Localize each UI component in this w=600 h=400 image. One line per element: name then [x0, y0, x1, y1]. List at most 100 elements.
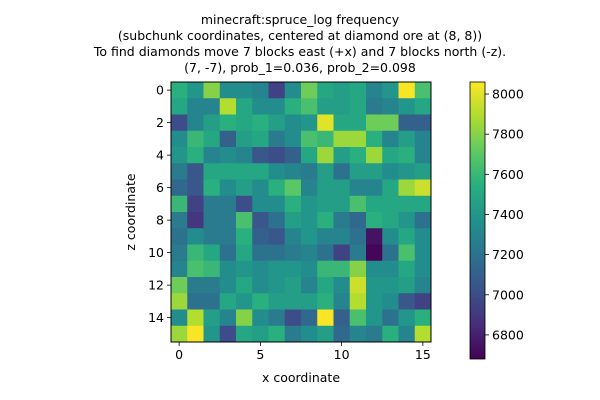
heatmap-cell	[382, 277, 399, 294]
heatmap-cell	[382, 228, 399, 245]
y-tick-label: 10	[148, 245, 164, 260]
title-line-1: minecraft:spruce_log frequency	[200, 12, 400, 27]
heatmap-cell	[398, 147, 416, 164]
heatmap-cell	[236, 228, 253, 245]
heatmap-cell	[301, 98, 318, 115]
heatmap-cell	[301, 325, 318, 343]
heatmap-cell	[268, 277, 286, 294]
heatmap-cell	[268, 98, 286, 115]
heatmap-cell	[203, 163, 221, 180]
heatmap-cell	[366, 277, 383, 294]
heatmap-cell	[171, 163, 188, 180]
heatmap-cell	[398, 260, 416, 278]
x-tick-label: 5	[256, 347, 264, 362]
heatmap-cell	[317, 293, 334, 310]
heatmap-cell	[349, 130, 367, 148]
y-tick-label: 8	[156, 213, 164, 228]
y-tick-label: 14	[148, 310, 164, 325]
heatmap-cell	[236, 114, 253, 132]
heatmap-cell	[268, 114, 286, 132]
heatmap-cell	[349, 293, 367, 310]
heatmap-cell	[414, 309, 432, 327]
heatmap-cell	[187, 195, 204, 213]
heatmap-cell	[398, 114, 416, 132]
heatmap-cell	[171, 195, 188, 213]
heatmap-cell	[414, 277, 432, 294]
heatmap-cell	[284, 147, 302, 164]
heatmap-cell	[171, 228, 188, 245]
heatmap-cell	[284, 277, 302, 294]
heatmap-cell	[382, 309, 399, 327]
heatmap-cell	[382, 163, 399, 180]
heatmap-cell	[236, 163, 253, 180]
heatmap-cell	[284, 309, 302, 327]
heatmap-cell	[317, 147, 334, 164]
heatmap-cell	[236, 147, 253, 164]
colorbar-tick-label: 7800	[492, 127, 524, 142]
heatmap-cell	[366, 325, 383, 343]
heatmap-cell	[398, 98, 416, 115]
heatmap-cell	[301, 309, 318, 327]
heatmap-cell	[284, 114, 302, 132]
heatmap-cell	[252, 130, 269, 148]
heatmap-cell	[317, 228, 334, 245]
heatmap-cell	[284, 260, 302, 278]
heatmap-cell	[301, 114, 318, 132]
heatmap-cell	[414, 260, 432, 278]
colorbar-ticks: 6800 7000 7200 7400 7600 7800 8000	[485, 87, 524, 342]
y-tick-label: 6	[156, 180, 164, 195]
heatmap-cell	[203, 277, 221, 294]
heatmap-cell	[382, 260, 399, 278]
heatmap-cell	[219, 147, 237, 164]
heatmap-cell	[349, 114, 367, 132]
heatmap-cell	[366, 114, 383, 132]
heatmap-cell	[268, 260, 286, 278]
heatmap-cell	[301, 212, 318, 229]
heatmap-cell	[317, 98, 334, 115]
heatmap-cell	[398, 325, 416, 343]
heatmap-cell	[187, 309, 204, 327]
heatmap-cells	[171, 82, 432, 343]
heatmap-cell	[236, 179, 253, 197]
heatmap-cell	[203, 82, 221, 99]
heatmap-cell	[187, 163, 204, 180]
heatmap-cell	[219, 82, 237, 99]
heatmap-cell	[268, 82, 286, 99]
heatmap-cell	[236, 98, 253, 115]
heatmap-cell	[349, 244, 367, 262]
y-tick-label: 12	[148, 278, 164, 293]
heatmap-cell	[349, 325, 367, 343]
heatmap-cell	[219, 309, 237, 327]
plot-frame	[170, 81, 432, 343]
heatmap-cell	[317, 130, 334, 148]
heatmap-cell	[301, 163, 318, 180]
heatmap-cell	[203, 179, 221, 197]
heatmap-cell	[317, 82, 334, 99]
heatmap-cell	[171, 82, 188, 99]
heatmap-cell	[414, 98, 432, 115]
x-axis-label: x coordinate	[262, 370, 340, 385]
heatmap-cell	[284, 82, 302, 99]
heatmap-cell	[366, 147, 383, 164]
heatmap-cell	[333, 228, 351, 245]
heatmap-cell	[252, 147, 269, 164]
heatmap-cell	[187, 260, 204, 278]
heatmap-cell	[398, 130, 416, 148]
heatmap-cell	[398, 212, 416, 229]
heatmap-cell	[382, 114, 399, 132]
heatmap-cell	[203, 260, 221, 278]
heatmap-cell	[203, 244, 221, 262]
heatmap-cell	[284, 195, 302, 213]
heatmap-cell	[349, 260, 367, 278]
heatmap-cell	[187, 325, 204, 343]
heatmap-cell	[349, 147, 367, 164]
heatmap-cell	[203, 114, 221, 132]
heatmap-cell	[268, 244, 286, 262]
heatmap-cell	[268, 293, 286, 310]
heatmap-cell	[366, 293, 383, 310]
heatmap-cell	[414, 212, 432, 229]
heatmap-cell	[349, 163, 367, 180]
chart-title: minecraft:spruce_log frequency (subchunk…	[0, 12, 600, 76]
y-tick-label: 2	[156, 115, 164, 130]
heatmap-cell	[398, 293, 416, 310]
